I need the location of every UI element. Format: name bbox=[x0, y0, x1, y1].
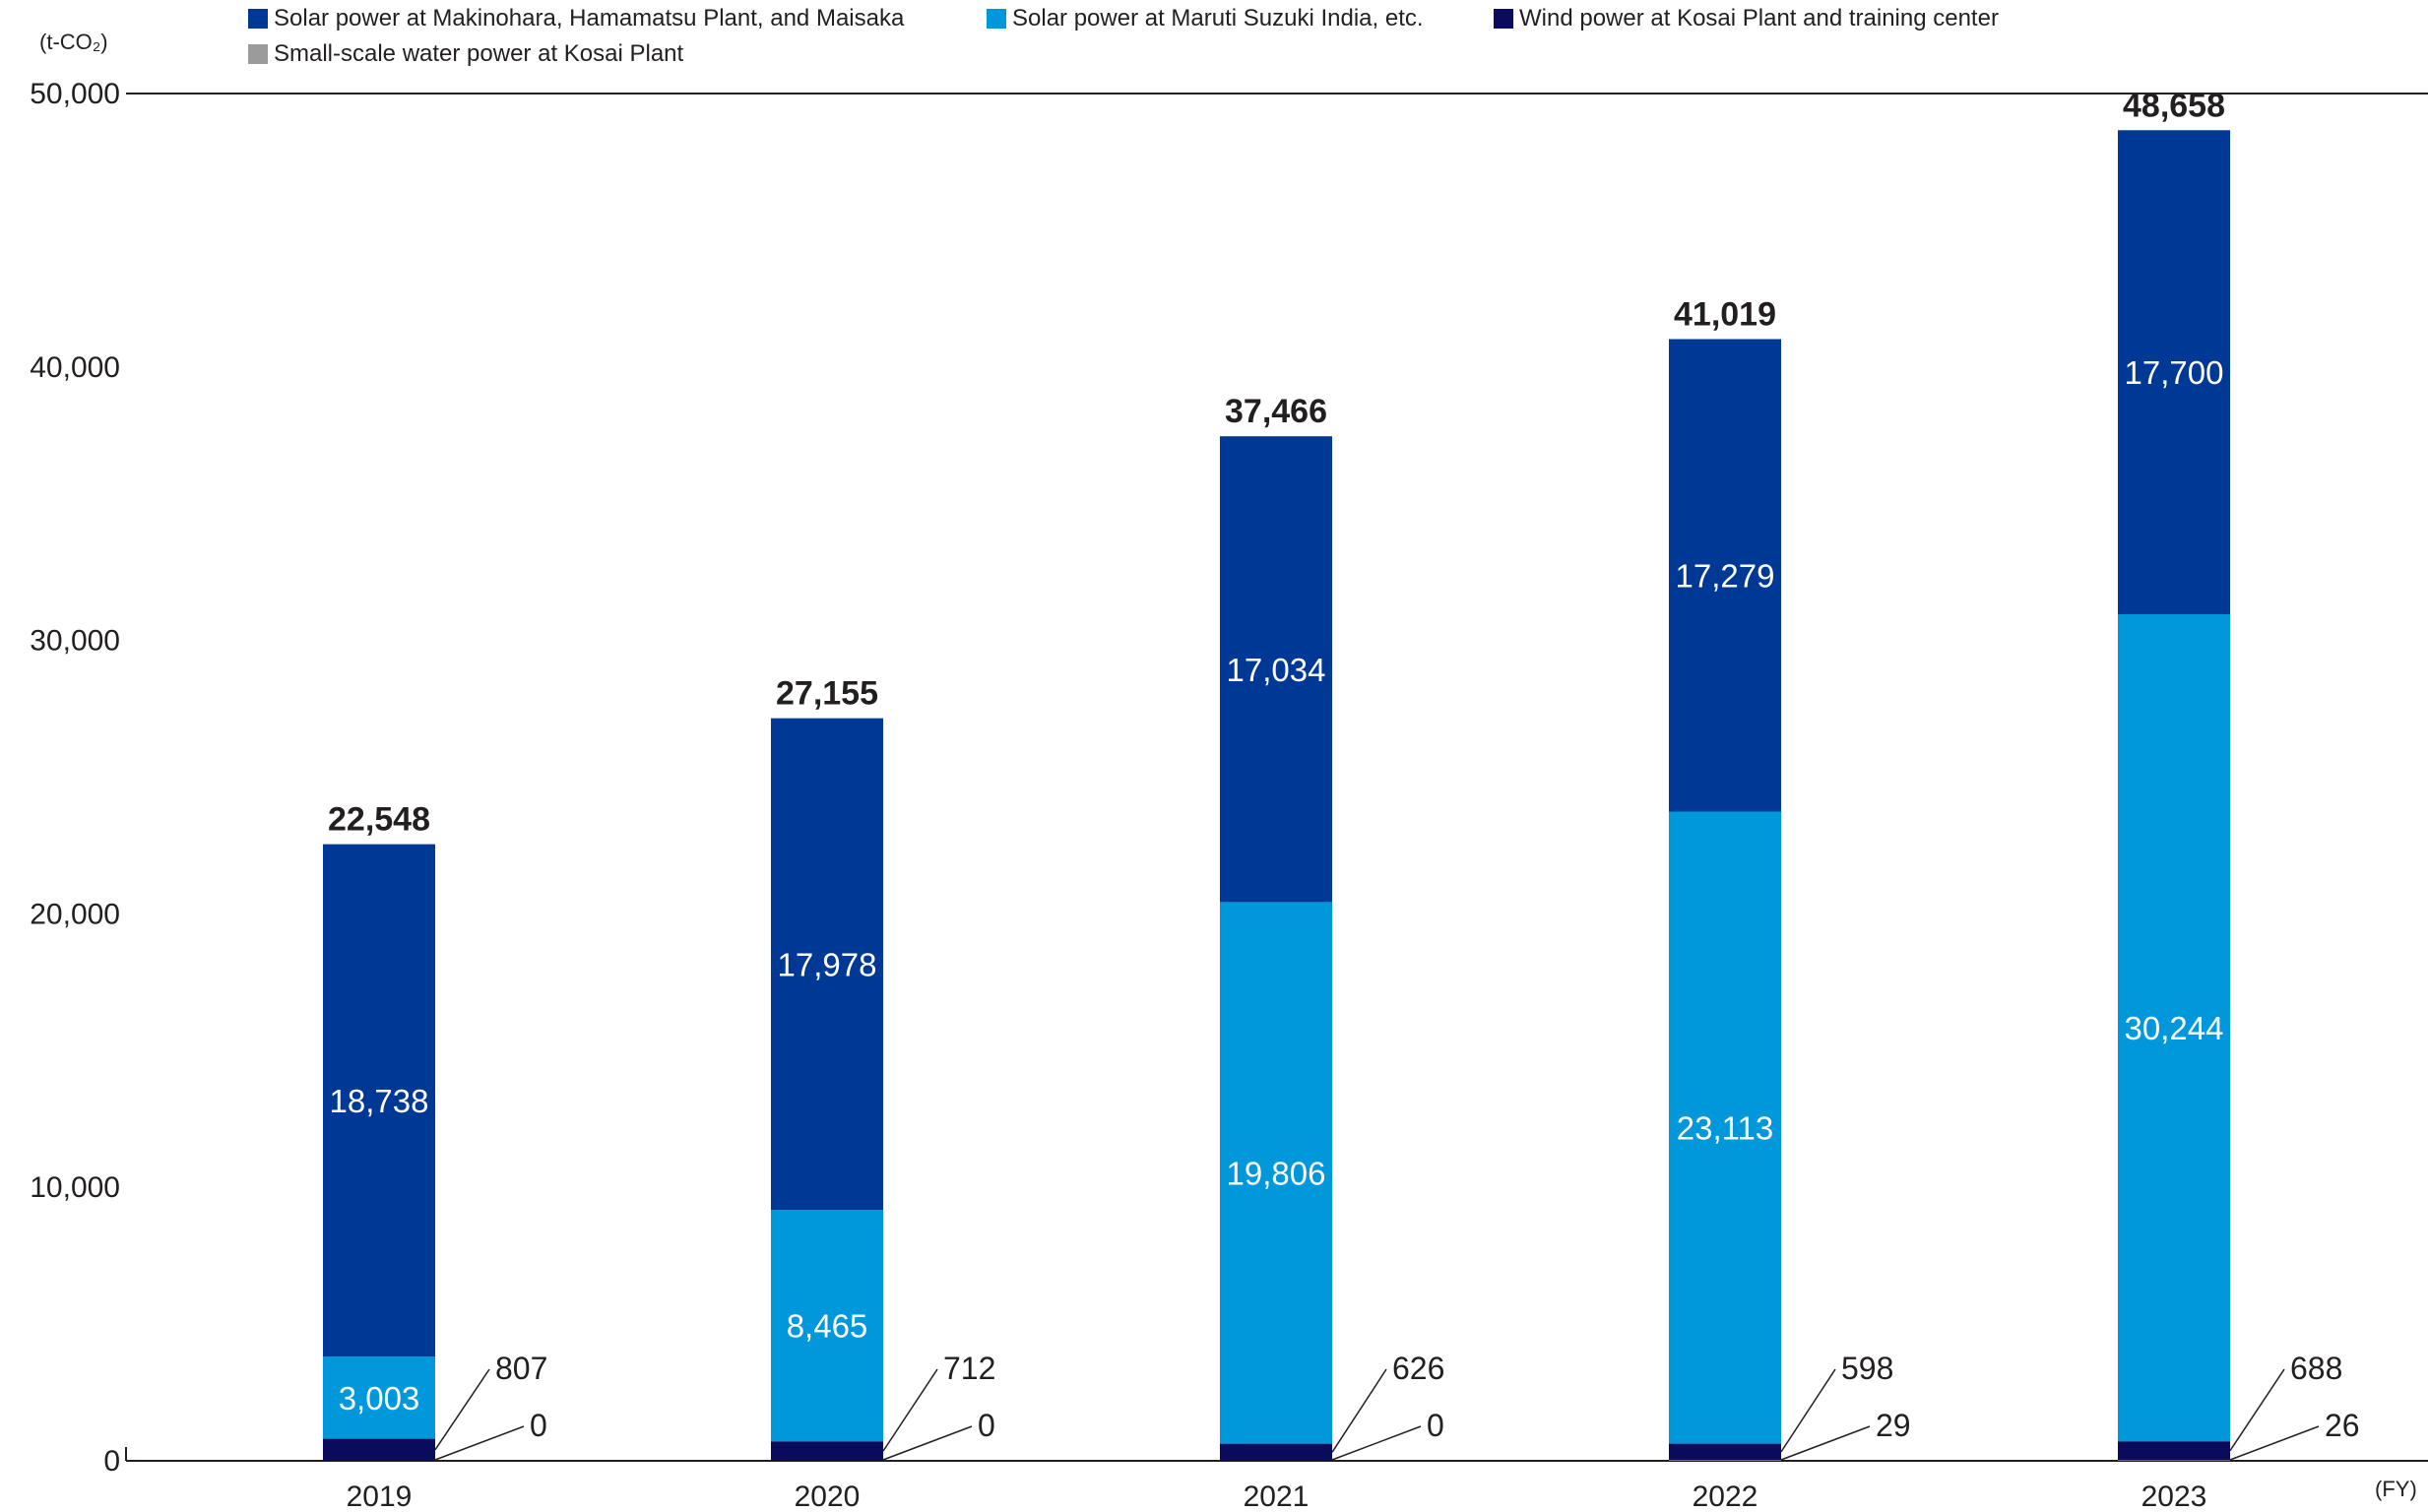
y-tick-label: 30,000 bbox=[30, 625, 120, 658]
leader-line bbox=[1331, 1425, 1422, 1461]
legend-swatch bbox=[1494, 9, 1513, 29]
bar-segment-wind-power bbox=[323, 1438, 435, 1461]
data-label-solar-india: 8,465 bbox=[787, 1308, 868, 1345]
bar-segment-wind-power bbox=[1669, 1443, 1781, 1461]
y-tick-label: 50,000 bbox=[30, 78, 120, 110]
bar-segment-wind-power bbox=[771, 1441, 883, 1461]
total-label: 41,019 bbox=[1674, 295, 1776, 333]
y-tick-label: 40,000 bbox=[30, 351, 120, 384]
data-label-solar-domestic: 17,034 bbox=[1227, 652, 1326, 688]
bar-segment-solar-india bbox=[323, 1356, 435, 1439]
bar-segment-solar-india bbox=[1669, 811, 1781, 1444]
leader-line bbox=[1331, 1368, 1387, 1453]
bar-segment-solar-domestic bbox=[1669, 339, 1781, 812]
bar-segment-solar-domestic bbox=[323, 844, 435, 1357]
bar-segment-solar-india bbox=[771, 1210, 883, 1442]
leader-line bbox=[2229, 1368, 2285, 1452]
legend-swatch bbox=[248, 9, 268, 29]
legend-swatch bbox=[987, 9, 1006, 29]
data-label-solar-domestic: 17,279 bbox=[1676, 557, 1775, 594]
bars bbox=[323, 130, 2230, 1461]
leader-line bbox=[2229, 1425, 2320, 1461]
legend-item-solar-domestic: Solar power at Makinohara, Hamamatsu Pla… bbox=[248, 5, 904, 32]
legend-item-wind: Wind power at Kosai Plant and training c… bbox=[1494, 5, 1999, 32]
leader-line bbox=[1780, 1425, 1871, 1461]
legend-label: Solar power at Maruti Suzuki India, etc. bbox=[1012, 5, 1424, 32]
data-label-solar-india: 23,113 bbox=[1677, 1110, 1773, 1147]
y-tick-label: 0 bbox=[103, 1445, 120, 1478]
bar-segment-solar-domestic bbox=[771, 718, 883, 1211]
data-label-water-power: 26 bbox=[2325, 1408, 2360, 1443]
data-label-wind-power: 688 bbox=[2290, 1351, 2342, 1386]
bar-segment-solar-india bbox=[1220, 902, 1332, 1444]
bar-segment-water-power bbox=[2118, 1460, 2230, 1461]
total-label: 22,548 bbox=[328, 801, 430, 839]
bar-segment-solar-domestic bbox=[1220, 436, 1332, 903]
bar-segment-solar-domestic bbox=[2118, 130, 2230, 614]
bar-segment-water-power bbox=[1669, 1460, 1781, 1461]
bar-segment-wind-power bbox=[1220, 1443, 1332, 1461]
x-tick-label: 2021 bbox=[1244, 1480, 1310, 1512]
total-label: 48,658 bbox=[2123, 87, 2225, 124]
legend-item-water: Small-scale water power at Kosai Plant bbox=[248, 40, 683, 68]
bar-segment-solar-india bbox=[2118, 613, 2230, 1442]
leader-line bbox=[434, 1368, 490, 1451]
data-label-wind-power: 626 bbox=[1392, 1351, 1444, 1386]
leader-line bbox=[434, 1425, 525, 1461]
legend-swatch bbox=[248, 44, 268, 64]
x-tick-label: 2022 bbox=[1693, 1480, 1758, 1512]
data-label-solar-india: 30,244 bbox=[2125, 1010, 2224, 1046]
x-tick-label: 2019 bbox=[347, 1480, 413, 1512]
leader-line bbox=[1780, 1368, 1836, 1453]
legend-item-solar-india: Solar power at Maruti Suzuki India, etc. bbox=[987, 5, 1424, 32]
y-tick-label: 10,000 bbox=[30, 1171, 120, 1204]
legend-label: Small-scale water power at Kosai Plant bbox=[274, 40, 684, 67]
data-label-water-power: 0 bbox=[978, 1408, 995, 1443]
data-label-wind-power: 807 bbox=[495, 1351, 547, 1386]
labels: 0 10,000 20,000 30,000 40,000 50,000 2019 2020 2… bbox=[30, 78, 2359, 1512]
leader-line bbox=[882, 1368, 938, 1452]
x-unit-label: (FY) bbox=[2375, 1477, 2417, 1501]
y-tick-label: 20,000 bbox=[30, 898, 120, 930]
data-label-solar-domestic: 18,738 bbox=[330, 1083, 429, 1119]
x-tick-label: 2020 bbox=[795, 1480, 861, 1512]
data-label-water-power: 0 bbox=[530, 1408, 547, 1443]
total-label: 27,155 bbox=[776, 675, 878, 713]
data-label-water-power: 29 bbox=[1876, 1408, 1911, 1443]
leader-line bbox=[882, 1425, 973, 1461]
bar-segment-wind-power bbox=[2118, 1441, 2230, 1461]
legend-label: Solar power at Makinohara, Hamamatsu Pla… bbox=[274, 5, 905, 32]
x-tick-label: 2023 bbox=[2141, 1480, 2207, 1512]
y-unit-label: (t-CO₂) bbox=[39, 30, 108, 54]
data-label-wind-power: 712 bbox=[943, 1351, 995, 1386]
data-label-solar-india: 3,003 bbox=[339, 1380, 420, 1417]
legend-label: Wind power at Kosai Plant and training c… bbox=[1519, 5, 1999, 32]
data-label-solar-india: 19,806 bbox=[1227, 1156, 1326, 1192]
total-label: 37,466 bbox=[1225, 393, 1327, 430]
data-label-water-power: 0 bbox=[1427, 1408, 1444, 1443]
data-label-solar-domestic: 17,978 bbox=[778, 946, 877, 982]
data-label-solar-domestic: 17,700 bbox=[2125, 354, 2224, 391]
data-label-wind-power: 598 bbox=[1841, 1351, 1893, 1386]
